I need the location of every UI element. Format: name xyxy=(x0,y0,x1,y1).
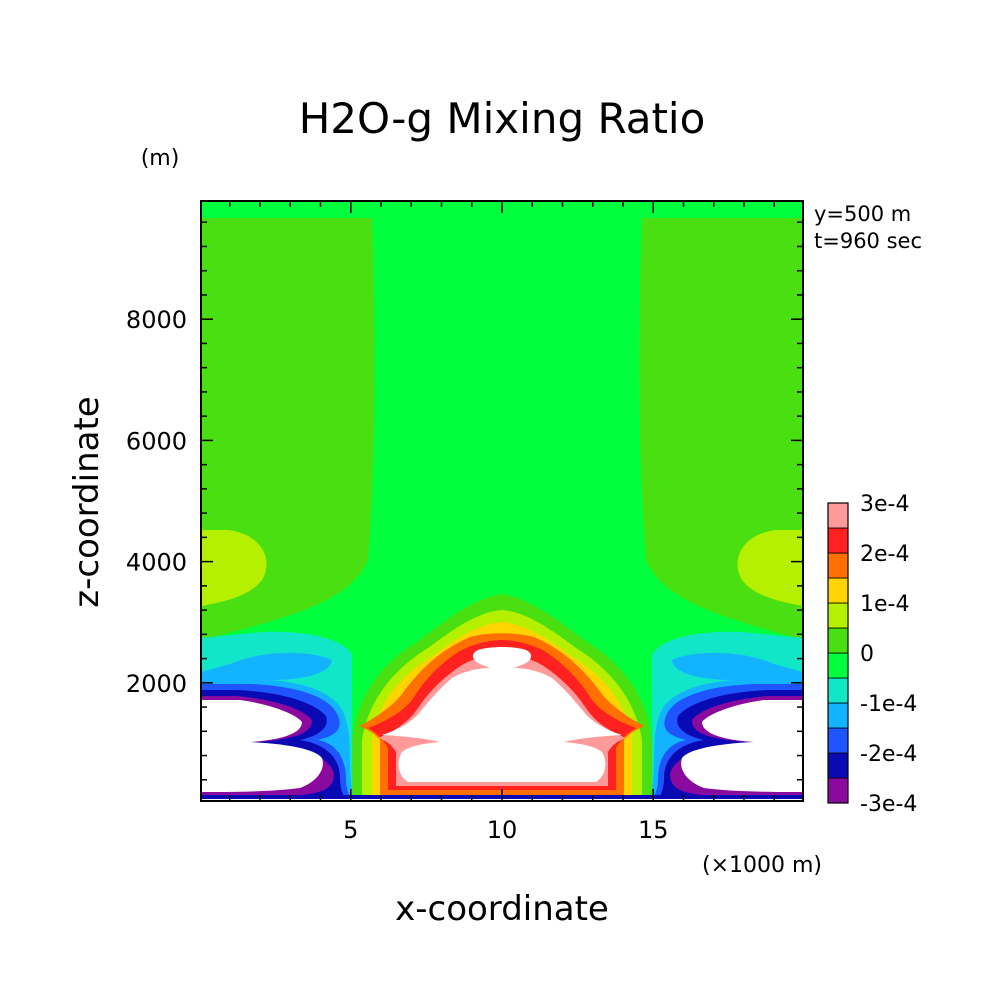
x-tick-label: 15 xyxy=(638,816,669,844)
lobe-right-white xyxy=(681,700,803,792)
blob-right xyxy=(737,530,803,606)
colorbar-swatch xyxy=(827,627,849,654)
x-tick-label: 10 xyxy=(487,816,518,844)
colorbar-label: 2e-4 xyxy=(860,542,909,567)
colorbar-label: 1e-4 xyxy=(860,592,909,617)
y-tick-label: 6000 xyxy=(126,427,187,455)
x-axis-label: x-coordinate xyxy=(395,889,609,929)
colorbar-label: 3e-4 xyxy=(860,492,909,517)
contour-field xyxy=(201,201,803,801)
colorbar-label: -3e-4 xyxy=(860,792,917,817)
y-tick-label: 2000 xyxy=(126,670,187,698)
colorbar-swatch xyxy=(827,552,849,579)
y-tick-label: 4000 xyxy=(126,549,187,577)
y-unit-label: (m) xyxy=(141,146,180,171)
x-unit-label: (×1000 m) xyxy=(702,853,822,878)
colorbar-label: 0 xyxy=(860,642,874,667)
axis-ticks: 5 10 15 2000 4000 6000 8000 xyxy=(126,201,803,844)
colorbar-swatch xyxy=(827,502,849,529)
colorbar-swatch xyxy=(827,752,849,779)
colorbar-swatch xyxy=(827,652,849,679)
chart-title: H2O-g Mixing Ratio xyxy=(299,94,706,143)
colorbar-swatch xyxy=(827,527,849,554)
blob-left xyxy=(201,530,267,606)
colorbar-swatch xyxy=(827,727,849,754)
plume-core xyxy=(382,647,622,782)
colorbar-swatch xyxy=(827,577,849,604)
colorbar-swatch xyxy=(827,702,849,729)
y-axis-label: z-coordinate xyxy=(67,396,107,607)
colorbar-swatch xyxy=(827,677,849,704)
annotation-t: t=960 sec xyxy=(814,229,922,253)
colorbar-label: -2e-4 xyxy=(860,742,917,767)
colorbar: -3e-4 -2e-4 -1e-4 0 1e-4 2e-4 3e-4 xyxy=(827,492,917,817)
colorbar-swatch xyxy=(827,602,849,629)
colorbar-frame xyxy=(827,502,849,804)
colorbar-swatch xyxy=(827,777,849,804)
annotation-y: y=500 m xyxy=(814,202,911,226)
x-tick-label: 5 xyxy=(343,816,358,844)
y-tick-label: 8000 xyxy=(126,306,187,334)
lobe-left-white xyxy=(201,700,323,792)
colorbar-label: -1e-4 xyxy=(860,692,917,717)
